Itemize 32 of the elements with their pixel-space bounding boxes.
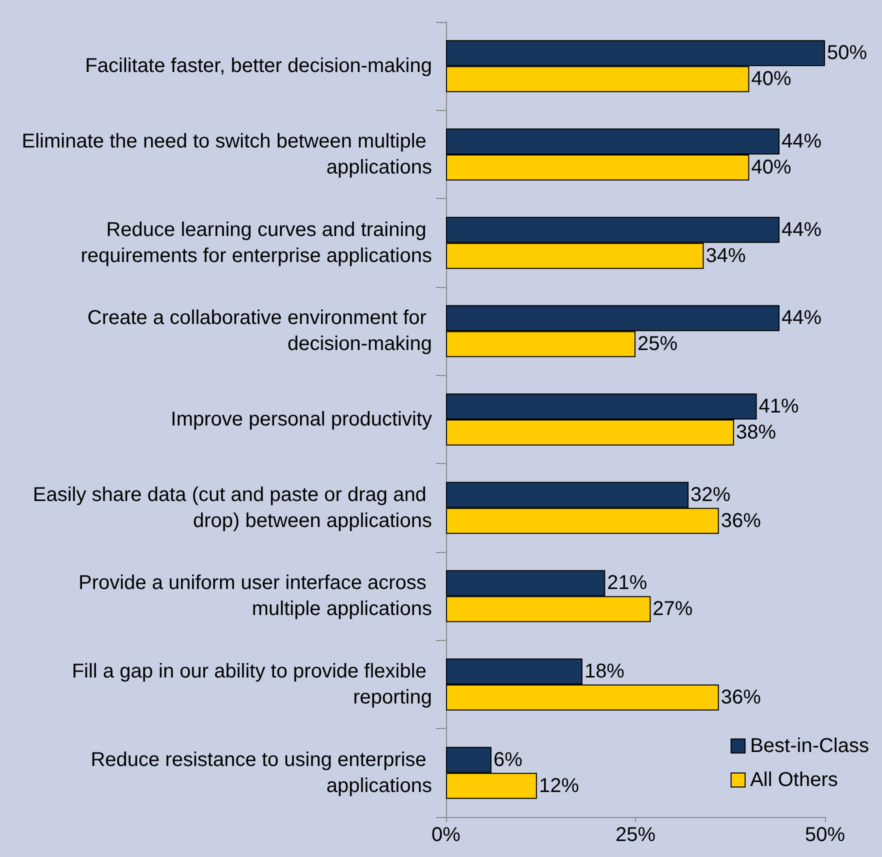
data-label: 44% [782,218,822,241]
y-tick-label: Easily share data (cut and paste or drag and drop) between applications [32,484,432,532]
data-label: 6% [493,748,523,771]
data-label: 36% [720,686,762,708]
data-label: 40% [751,156,792,178]
y-tick-label: Reduce resistance to using enterprise applications [90,748,432,797]
data-label: 50% [827,42,868,64]
data-label: 21% [607,572,648,594]
data-label: 34% [706,244,746,267]
legend-label: Best-in-Class [750,735,870,757]
y-tick-label: Fill a gap in our ability to provide flexible reporting [72,660,432,708]
data-label: 32% [690,484,731,506]
data-label: 44% [782,307,822,330]
data-label: 36% [720,510,762,532]
y-tick-label: Reduce learning curves and training requirements for enterprise applications [80,218,432,267]
y-tick-label: Eliminate the need to switch between multiple applications [22,130,432,178]
data-label: 25% [638,333,678,356]
data-label: 18% [584,660,625,682]
legend-label: All Others [750,769,838,791]
data-label: 41% [758,396,800,418]
y-tick-label: Facilitate faster, better decision-making [85,55,432,78]
x-tick-label: 0% [432,824,461,846]
data-label: 40% [751,68,792,90]
data-label: 44% [782,130,822,152]
data-label: 38% [736,422,776,444]
data-label: 27% [652,598,693,620]
y-tick-label: Create a collaborative environment for decision-making [87,307,432,356]
y-tick-label: Provide a uniform user interface across multiple applications [78,572,432,620]
y-tick-label: Improve personal productivity [170,408,432,430]
x-tick-label: 50% [804,824,846,846]
x-tick-label: 25% [615,824,656,846]
data-label: 12% [538,774,580,797]
